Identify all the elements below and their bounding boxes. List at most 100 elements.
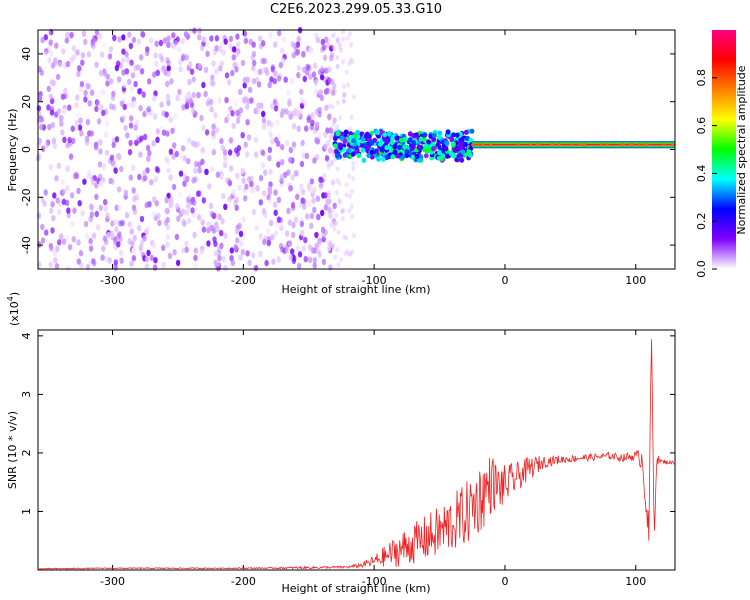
spectrogram-cell xyxy=(177,88,182,96)
spectrogram-cell xyxy=(168,174,173,181)
spectrogram-cell xyxy=(296,125,301,132)
spectrogram-cell xyxy=(336,262,341,268)
spectrogram-cell xyxy=(103,131,109,138)
spectrogram-cell xyxy=(324,104,329,112)
y-tick-label: -20 xyxy=(20,188,33,206)
spectrogram-cell xyxy=(315,213,320,220)
spectrogram-cell xyxy=(237,222,242,229)
spectrogram-cell xyxy=(327,78,332,84)
spectrogram-cell xyxy=(95,99,101,107)
spectrogram-cell xyxy=(165,241,170,248)
spectrogram-cell xyxy=(317,251,322,258)
spectrogram-cell xyxy=(109,103,114,110)
spectrogram-cell xyxy=(60,129,65,136)
spectrogram-cell xyxy=(350,151,356,157)
spectrogram-cell xyxy=(104,149,110,156)
spectrogram-cell xyxy=(112,34,117,42)
spectrogram-cell xyxy=(145,108,150,115)
spectrogram-cell xyxy=(234,204,239,211)
spectrogram-cell xyxy=(107,53,113,60)
spectrogram-cell xyxy=(139,135,144,142)
spectrogram-cell xyxy=(236,145,242,152)
spectrogram-cell xyxy=(306,116,311,124)
spectrogram-cell xyxy=(238,240,244,247)
spectrogram-cell xyxy=(332,83,337,90)
colorbar-tick-label: 0.0 xyxy=(695,260,708,278)
spectrogram-cell xyxy=(110,232,115,239)
spectrogram-cell xyxy=(392,149,398,155)
spectrogram-cell xyxy=(267,146,273,153)
spectrogram-cell xyxy=(48,39,53,46)
spectrogram-cell xyxy=(258,250,263,257)
spectrogram-cell xyxy=(339,135,345,141)
spectrogram-cell xyxy=(324,36,329,43)
spectrogram-cell xyxy=(246,134,252,141)
spectrogram-cell xyxy=(296,188,301,195)
spectrogram-cell xyxy=(200,219,205,226)
spectrogram-cell xyxy=(645,143,649,147)
spectrogram-cell xyxy=(327,66,332,73)
spectrogram-cell xyxy=(281,36,287,43)
spectrogram-cell xyxy=(205,50,210,57)
spectrogram-cell xyxy=(340,208,344,215)
spectrogram-cell xyxy=(348,31,352,37)
spectrogram-cell xyxy=(44,229,49,236)
spectrogram-cell xyxy=(340,59,345,65)
y-tick-label: 40 xyxy=(20,47,33,61)
spectrogram-cell xyxy=(352,94,357,100)
spectrogram-cell xyxy=(213,112,218,119)
spectrogram-cell xyxy=(350,59,355,65)
spectrogram-cell xyxy=(190,207,195,214)
spectrogram-cell xyxy=(316,240,322,247)
spectrogram-cell xyxy=(220,218,225,225)
spectrogram-cell xyxy=(326,245,331,252)
spectrogram-cell xyxy=(329,133,334,139)
spectrogram-cell xyxy=(138,151,143,158)
spectrogram-cell xyxy=(84,135,90,142)
spectrogram-cell xyxy=(59,120,64,127)
spectrogram-cell xyxy=(320,226,326,233)
spectrogram-cell xyxy=(90,178,96,186)
spectrogram-cell xyxy=(153,52,158,59)
spectrogram-cell xyxy=(219,229,224,237)
spectrogram-cell xyxy=(166,65,171,72)
spectrogram-cell xyxy=(119,165,124,173)
spectrogram-cell xyxy=(258,43,264,50)
x-tick-label: 100 xyxy=(625,274,646,287)
spectrogram-cell xyxy=(238,88,243,96)
spectrogram-cell xyxy=(577,143,581,147)
spectrogram-cell xyxy=(331,152,336,158)
spectrogram-cell xyxy=(119,257,124,264)
spectrogram-cell xyxy=(105,73,110,80)
spectrogram-cell xyxy=(276,161,281,168)
spectrogram-cell xyxy=(335,55,340,61)
spectrogram-cell xyxy=(166,41,171,48)
spectrogram-cell xyxy=(380,156,386,162)
spectrogram-cell xyxy=(88,202,94,210)
spectrogram-cell xyxy=(276,216,282,223)
spectrogram-cell xyxy=(197,34,202,41)
spectrogram-cell xyxy=(192,231,197,239)
spectrogram-cell xyxy=(211,149,217,156)
spectrogram-cell xyxy=(340,208,345,214)
spectrogram-cell xyxy=(307,200,312,208)
spectrogram-cell xyxy=(321,231,326,239)
spectrogram-cell xyxy=(132,100,138,107)
spectrogram-cell xyxy=(136,224,142,232)
spectrogram-cell xyxy=(423,143,429,149)
spectrogram-cell xyxy=(174,233,180,241)
spectrogram-cell xyxy=(145,49,150,57)
spectrogram-cell xyxy=(240,59,246,67)
spectrogram-cell xyxy=(296,64,302,72)
spectrogram-cell xyxy=(196,141,201,148)
spectrogram-cell xyxy=(330,179,335,185)
y-tick-label: 3 xyxy=(20,391,33,398)
spectrogram-cell xyxy=(300,139,305,147)
spectrogram-cell xyxy=(116,186,122,193)
spectrogram-cell xyxy=(161,129,167,136)
spectrogram-cell xyxy=(149,254,154,262)
spectrogram-cell xyxy=(240,132,245,139)
spectrogram-cell xyxy=(175,94,180,102)
spectrogram-cell xyxy=(416,144,422,150)
spectrogram-cell xyxy=(378,141,383,147)
